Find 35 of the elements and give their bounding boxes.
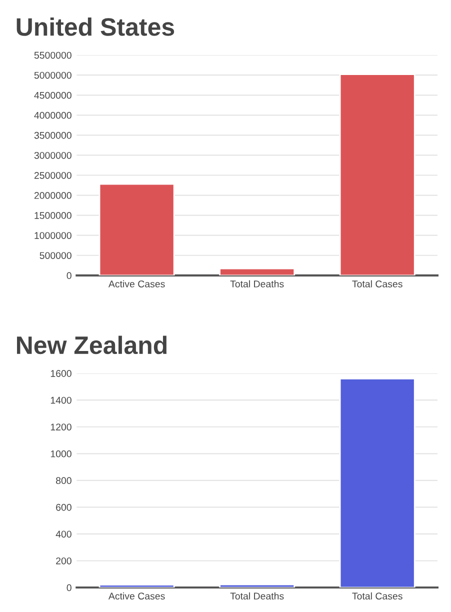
- y-tick-label: 3500000: [34, 132, 72, 139]
- bar: [98, 183, 175, 276]
- y-tick-label: 200: [56, 557, 72, 564]
- x-tick-label: Total Cases: [352, 592, 402, 600]
- y-tick-label: 4500000: [34, 92, 72, 99]
- y-tick-label: 1500000: [34, 212, 72, 219]
- bar: [219, 268, 296, 276]
- chart-title: New Zealand: [17, 336, 167, 354]
- y-tick-label: 400: [56, 530, 72, 538]
- bar: [339, 74, 416, 276]
- y-tick-label: 2500000: [34, 172, 72, 179]
- y-tick-label: 0: [66, 272, 72, 280]
- y-tick-label: 800: [56, 477, 72, 484]
- bar: [219, 584, 296, 588]
- y-tick-label: 4000000: [34, 112, 72, 119]
- y-tick-label: 1000000: [34, 232, 72, 239]
- x-tick-label: Total Deaths: [230, 280, 284, 288]
- y-tick-label: 600: [56, 504, 72, 511]
- y-tick-label: 1000: [50, 450, 72, 458]
- y-tick-label: 5500000: [34, 52, 72, 59]
- x-tick-label: Active Cases: [108, 280, 165, 288]
- x-tick-label: Total Deaths: [230, 592, 284, 600]
- x-tick-label: Total Cases: [352, 280, 402, 288]
- y-tick-label: 2000000: [34, 192, 72, 199]
- y-tick-label: 500000: [40, 252, 72, 259]
- y-tick-label: 0: [66, 584, 72, 592]
- y-tick-label: 1200: [50, 424, 72, 430]
- y-tick-label: 3000000: [34, 152, 72, 159]
- bar: [98, 584, 175, 588]
- chart-title: United States: [16, 18, 174, 36]
- y-tick-label: 1400: [50, 396, 72, 404]
- x-tick-label: Active Cases: [108, 592, 165, 600]
- y-tick-label: 1600: [50, 370, 72, 377]
- y-tick-label: 5000000: [34, 72, 72, 79]
- bar: [339, 378, 416, 588]
